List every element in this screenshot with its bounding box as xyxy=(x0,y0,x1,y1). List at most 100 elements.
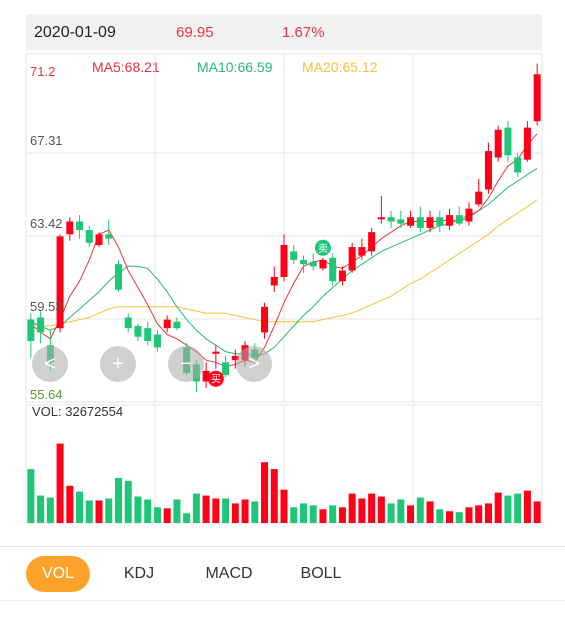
candle-body xyxy=(455,215,463,224)
volume-bar xyxy=(134,496,142,523)
volume-bar xyxy=(183,513,191,523)
volume-bar xyxy=(95,500,103,523)
sell-marker-text: 卖 xyxy=(318,243,328,255)
volume-bar xyxy=(153,507,161,523)
candle-body xyxy=(533,74,541,122)
volume-bar xyxy=(27,469,35,523)
candle xyxy=(465,202,473,226)
pan-right-button[interactable]: > xyxy=(236,346,272,382)
volume-bar xyxy=(231,503,239,523)
candle-body xyxy=(407,217,415,226)
divider xyxy=(0,546,565,547)
candle xyxy=(202,362,210,388)
volume-bar xyxy=(202,495,210,523)
volume-bar xyxy=(66,485,74,523)
volume-bar xyxy=(416,497,424,523)
info-bar: 2020-01-09 69.95 1.67% xyxy=(26,14,542,50)
volume-bar xyxy=(309,505,317,523)
chart-grid xyxy=(25,53,543,524)
candle-body xyxy=(231,355,239,361)
candle-body xyxy=(56,236,64,329)
candle xyxy=(338,266,346,286)
volume-bar xyxy=(173,499,181,523)
buy-marker: 买 xyxy=(207,370,224,387)
candle xyxy=(231,349,239,369)
tab-kdj[interactable]: KDJ xyxy=(123,565,155,582)
volume-bar xyxy=(76,491,84,523)
volume-bar xyxy=(192,493,200,523)
volume-bar xyxy=(358,498,366,523)
ma20-line xyxy=(30,199,538,327)
candles xyxy=(27,63,541,393)
volume-bar xyxy=(114,477,122,523)
volume-bar xyxy=(426,501,434,523)
date-label: 2020-01-09 xyxy=(34,24,116,41)
candle xyxy=(222,355,230,378)
candle xyxy=(407,210,415,228)
pan-left-button[interactable]: < xyxy=(32,346,68,382)
candle-body xyxy=(397,219,405,224)
candle-body xyxy=(76,221,84,231)
candle xyxy=(377,195,385,224)
candle xyxy=(397,210,405,228)
volume-bar xyxy=(484,503,492,523)
volume-bar xyxy=(212,498,220,523)
candle xyxy=(95,232,103,248)
volume-bar xyxy=(222,498,230,523)
candle-body xyxy=(475,191,483,205)
volume-bar xyxy=(85,500,93,523)
candle-body xyxy=(27,319,35,341)
volume-bar xyxy=(436,509,444,523)
volume-bar xyxy=(523,490,531,523)
candle xyxy=(329,253,337,286)
candle-body xyxy=(358,247,366,256)
candle-body xyxy=(514,157,522,173)
volume-bar xyxy=(446,511,454,523)
candle-body xyxy=(134,326,142,337)
volume-bar xyxy=(514,493,522,523)
sell-marker-circle xyxy=(314,239,331,256)
candle xyxy=(134,323,142,341)
volume-bar xyxy=(241,499,249,523)
candle xyxy=(290,244,298,265)
candle xyxy=(173,317,181,331)
volume-bar xyxy=(348,493,356,523)
candle-body xyxy=(319,259,327,269)
candle xyxy=(280,234,288,282)
candle-body xyxy=(153,334,161,348)
candle-body xyxy=(299,259,307,265)
volume-bar xyxy=(387,503,395,523)
tab-boll[interactable]: BOLL xyxy=(300,565,342,582)
candlestick-chart[interactable]: 卖买 71.2 67.31 63.42 59.53 55.64 xyxy=(0,0,565,545)
candle-body xyxy=(95,234,103,245)
candle xyxy=(299,255,307,273)
candle xyxy=(270,266,278,292)
candle xyxy=(85,225,93,248)
price-axis-labels: 71.2 67.31 63.42 59.53 55.64 xyxy=(30,64,63,402)
candle-body xyxy=(212,351,220,354)
candle xyxy=(504,121,512,162)
zoom-out-button[interactable]: − xyxy=(168,346,204,382)
candle xyxy=(27,313,35,359)
candle-body xyxy=(290,251,298,260)
volume-bar xyxy=(475,505,483,523)
candle-body xyxy=(124,317,132,329)
candle-body xyxy=(504,127,512,156)
candle-body xyxy=(377,217,385,220)
candle xyxy=(533,63,541,126)
candle-body xyxy=(66,221,74,235)
candle xyxy=(114,259,122,292)
tab-vol[interactable]: VOL xyxy=(26,556,90,592)
candle xyxy=(523,121,531,162)
candle-body xyxy=(494,129,502,158)
volume-bar xyxy=(46,497,54,523)
candle xyxy=(475,178,483,207)
volume-bar xyxy=(494,492,502,523)
zoom-in-button[interactable]: + xyxy=(100,346,136,382)
divider xyxy=(0,600,565,601)
volume-bar xyxy=(261,462,269,523)
tab-macd[interactable]: MACD xyxy=(205,565,253,582)
candle-body xyxy=(338,270,346,282)
candle xyxy=(261,302,269,339)
candle-body xyxy=(426,217,434,228)
